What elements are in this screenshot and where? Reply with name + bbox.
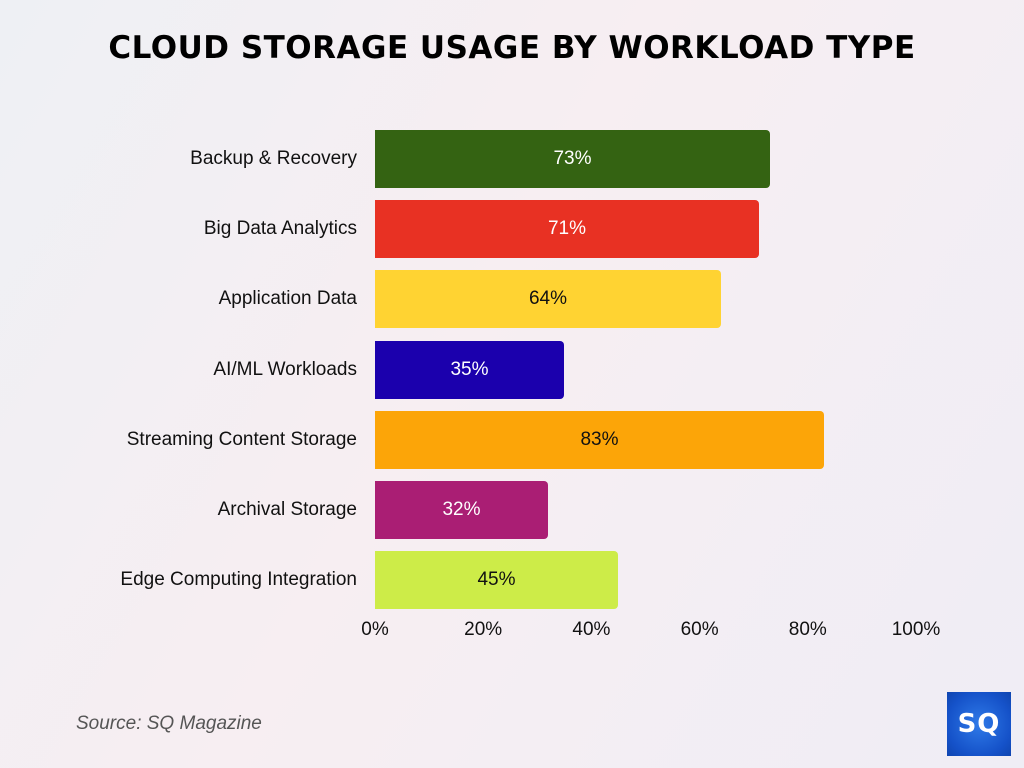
x-tick-label: 80% — [788, 619, 827, 640]
bar: 71% — [375, 200, 759, 258]
bar-value-label: 83% — [580, 429, 619, 450]
category-label: Application Data — [218, 288, 357, 309]
bar: 73% — [375, 130, 770, 188]
bar-value-label: 32% — [442, 499, 481, 520]
bar: 32% — [375, 481, 548, 539]
category-label: AI/ML Workloads — [213, 359, 357, 380]
category-label: Backup & Recovery — [190, 148, 357, 169]
bar: 83% — [375, 411, 824, 469]
category-label: Big Data Analytics — [203, 218, 357, 239]
bar-value-label: 35% — [450, 359, 489, 380]
category-label: Archival Storage — [217, 499, 357, 520]
bar: 35% — [375, 341, 564, 399]
bar-value-label: 45% — [477, 569, 516, 590]
bar-value-label: 73% — [553, 148, 592, 169]
category-label: Edge Computing Integration — [120, 569, 357, 590]
x-tick-label: 100% — [891, 619, 941, 640]
chart-title: CLOUD STORAGE USAGE BY WORKLOAD TYPE — [108, 30, 916, 66]
x-tick-label: 60% — [680, 619, 719, 640]
x-tick-label: 40% — [572, 619, 611, 640]
x-tick-label: 0% — [361, 619, 389, 640]
sq-logo-icon: SQ — [947, 692, 1011, 756]
x-tick-label: 20% — [464, 619, 503, 640]
category-label: Streaming Content Storage — [126, 429, 357, 450]
bar: 45% — [375, 551, 618, 609]
source-note: Source: SQ Magazine — [76, 713, 262, 734]
bar: 64% — [375, 270, 721, 328]
bar-value-label: 64% — [528, 288, 568, 309]
bar-value-label: 71% — [547, 218, 587, 239]
